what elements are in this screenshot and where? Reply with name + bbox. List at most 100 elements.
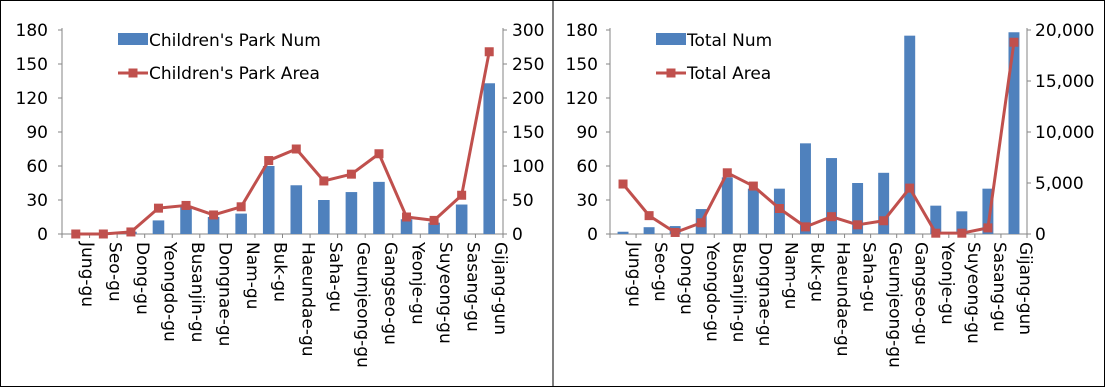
legend-label-line: Total Area: [686, 64, 771, 84]
legend-label-bar: Total Num: [686, 31, 772, 51]
bar: [455, 204, 468, 234]
bar: [235, 213, 247, 234]
bar: [878, 172, 890, 234]
line-point: [319, 176, 329, 186]
x-tick-label: Buk-gu: [806, 242, 826, 302]
bar: [180, 206, 192, 234]
bar: [428, 222, 440, 234]
line-point: [209, 210, 219, 220]
left-tick-label: 120: [566, 89, 598, 109]
right-tick-label: 50: [512, 191, 534, 211]
right-tick-label: 20,000: [1035, 21, 1094, 41]
left-tick-label: 150: [16, 55, 48, 75]
x-tick-label: Nam-gu: [242, 242, 262, 309]
line-point: [931, 228, 941, 238]
line-point: [696, 218, 706, 228]
line-point: [983, 223, 993, 233]
series-line: [75, 51, 491, 236]
x-tick-label: Haeundae-gu: [297, 242, 317, 357]
bar: [262, 166, 275, 234]
left-tick-label: 30: [576, 191, 598, 211]
x-tick-label: Gijang-gun: [1015, 242, 1035, 335]
bar: [1008, 32, 1020, 235]
x-tick-label: Saha-gu: [325, 242, 345, 312]
chart-panel-left: 0 30 60 90 120 150 180 0 50 100 150 200 250 300 Jung-g…: [16, 21, 545, 368]
right-tick-label: 15,000: [1035, 72, 1094, 92]
x-tick-label: Seo-gu: [650, 242, 670, 302]
line-point: [484, 47, 494, 57]
x-tick-label: Dong-gu: [132, 242, 152, 315]
bar: [400, 219, 413, 234]
bar: [617, 231, 629, 234]
line-point: [722, 168, 732, 178]
left-tick-label: 150: [566, 55, 598, 75]
x-tick-label: Sasang-gu: [463, 242, 483, 332]
x-tick-label: Yeonje-gu: [937, 241, 957, 325]
x-tick-label: Seo-gu: [104, 242, 124, 302]
x-tick-label: Suyeong-gu: [435, 242, 455, 344]
right-tick-label: 5,000: [1035, 174, 1084, 194]
right-tick-label: 0: [512, 225, 523, 245]
bar: [982, 188, 994, 234]
x-tick-label: Buk-gu: [270, 242, 290, 302]
line-point: [670, 227, 680, 237]
line-point: [1009, 37, 1019, 47]
line-point: [374, 149, 384, 159]
line-point: [827, 212, 837, 222]
x-tick-label: Saha-gu: [859, 242, 879, 312]
left-tick-label: 0: [37, 225, 48, 245]
legend-swatch-marker: [128, 68, 138, 78]
bar: [207, 217, 220, 234]
line-point: [153, 203, 163, 213]
line-point: [429, 215, 439, 225]
bar: [373, 181, 385, 234]
x-tick-label: Jung-gu: [77, 241, 97, 307]
bar: [930, 205, 942, 234]
bar: [345, 192, 358, 234]
x-tick-label: Dongnae-gu: [215, 242, 235, 346]
right-tick-label: 300: [512, 21, 544, 41]
legend-swatch-bar: [118, 33, 148, 45]
line-point: [126, 227, 136, 237]
line-point: [264, 156, 274, 166]
series-line: [621, 42, 1016, 235]
right-tick-label: 10,000: [1035, 123, 1094, 143]
legend-swatch-marker: [666, 68, 676, 78]
line-point: [774, 204, 784, 213]
bar: [290, 185, 303, 234]
line-point: [71, 229, 81, 239]
left-tick-label: 90: [576, 123, 598, 143]
x-tick-label: Yeonje-gu: [408, 241, 428, 325]
line-point: [457, 190, 467, 200]
bar: [318, 200, 330, 234]
x-tick-label: Jung-gu: [624, 241, 644, 307]
x-tick-label: Haeundae-gu: [833, 242, 853, 357]
bar: [152, 220, 165, 234]
x-tick-label: Geumjeong-gu: [885, 242, 905, 368]
bar: [643, 227, 655, 234]
x-tick-label: Geumjeong-gu: [352, 242, 372, 368]
x-tick-label: Busanjin-gu: [728, 242, 748, 342]
line-point: [879, 216, 889, 226]
bar: [747, 188, 759, 234]
line-point: [748, 181, 758, 191]
line-point: [853, 220, 863, 230]
left-tick-label: 120: [16, 89, 48, 109]
x-tick-label: Gangseo-gu: [911, 242, 931, 345]
line-point: [905, 183, 915, 193]
right-tick-label: 100: [512, 157, 544, 177]
bar: [852, 183, 864, 234]
x-tick-label: Dongnae-gu: [754, 242, 774, 346]
line-point: [346, 169, 356, 179]
line-point: [957, 228, 967, 238]
line-point: [618, 179, 628, 189]
bar: [826, 158, 838, 234]
right-tick-label: 200: [512, 89, 544, 109]
line-point: [236, 202, 246, 212]
left-tick-label: 180: [16, 21, 48, 41]
x-tick-label: Busanjin-gu: [187, 242, 207, 342]
bar: [956, 211, 968, 234]
x-tick-label: Yeongdo-gu: [159, 241, 179, 342]
x-tick-label: Dong-gu: [676, 242, 696, 315]
